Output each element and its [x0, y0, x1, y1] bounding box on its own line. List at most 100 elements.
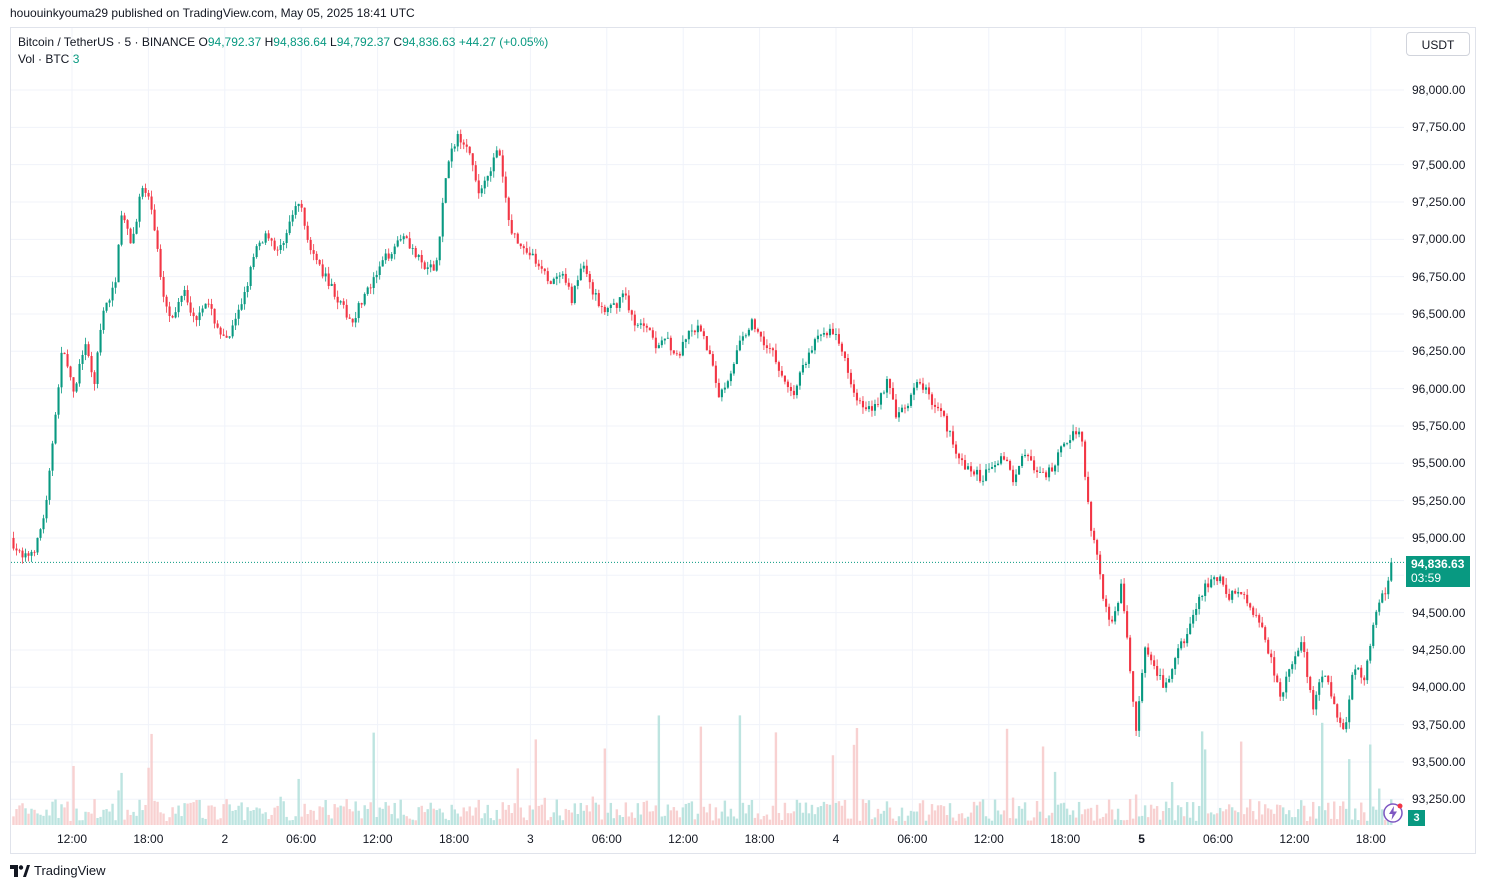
- volume-bar: [33, 809, 36, 825]
- candle-body: [1306, 651, 1309, 677]
- candle-body: [1378, 602, 1381, 612]
- candle-body: [834, 334, 837, 335]
- symbol-legend[interactable]: Bitcoin / TetherUS · 5 · BINANCE O94,792…: [18, 35, 548, 49]
- volume-bar: [381, 808, 384, 825]
- candle-body: [993, 465, 997, 468]
- volume-bar: [354, 801, 357, 825]
- volume-bar: [57, 817, 60, 825]
- volume-bar: [492, 820, 495, 825]
- candle-body: [597, 293, 600, 307]
- volume-bar: [192, 802, 195, 825]
- volume-bar: [237, 805, 240, 825]
- candle-body: [903, 407, 907, 409]
- volume-bar: [798, 802, 802, 825]
- volume-bar: [510, 813, 513, 825]
- candle-body: [207, 303, 210, 305]
- candle-body: [372, 277, 375, 289]
- candle-body: [153, 209, 156, 231]
- volume-bar: [654, 805, 658, 825]
- candle-body: [933, 404, 937, 407]
- price-tick-label: 96,500.00: [1412, 306, 1466, 321]
- candle-body: [333, 283, 336, 297]
- candle-body: [780, 370, 783, 376]
- candle-body: [447, 161, 450, 179]
- candle-body: [1210, 579, 1213, 588]
- volume-bar: [1059, 803, 1063, 825]
- candle-body: [1138, 701, 1141, 731]
- volume-bar: [1050, 812, 1054, 825]
- volume-bar: [108, 811, 111, 825]
- volume-bar: [999, 814, 1003, 825]
- candle-body: [1204, 583, 1207, 596]
- lightning-icon[interactable]: [1382, 802, 1404, 824]
- volume-bar: [555, 799, 558, 825]
- candle-body: [672, 350, 675, 354]
- volume-bar: [525, 820, 528, 825]
- candle-body: [747, 329, 750, 336]
- candle-body: [645, 325, 648, 328]
- candle-body: [1023, 454, 1027, 457]
- candle-body: [750, 319, 753, 330]
- candle-body: [201, 308, 204, 313]
- candle-body: [312, 250, 315, 254]
- volume-bar: [84, 811, 87, 825]
- bar-countdown: 03:59: [1411, 571, 1442, 585]
- volume-bar: [1155, 806, 1159, 825]
- candle-body: [849, 372, 853, 385]
- candle-body: [657, 345, 660, 349]
- candle-body: [441, 202, 444, 237]
- price-chart[interactable]: [11, 28, 1404, 826]
- candle-body: [375, 274, 378, 278]
- candle-body: [714, 365, 717, 383]
- volume-bar: [1209, 812, 1213, 825]
- volume-bar: [210, 805, 213, 825]
- price-tick-label: 95,250.00: [1412, 493, 1466, 508]
- candle-body: [87, 344, 90, 356]
- candle-body: [36, 537, 39, 553]
- candle-body: [678, 353, 681, 356]
- volume-bar: [960, 813, 964, 825]
- candle-body: [633, 314, 636, 326]
- candle-body: [1129, 637, 1132, 672]
- symbol-title[interactable]: Bitcoin / TetherUS · 5 · BINANCE: [18, 35, 196, 49]
- price-tick-label: 93,500.00: [1412, 754, 1466, 769]
- volume-bar: [795, 799, 799, 825]
- volume-bar: [624, 802, 628, 825]
- volume-bar: [1065, 808, 1069, 825]
- candle-body: [216, 323, 219, 328]
- candle-body: [294, 206, 297, 215]
- volume-bar: [810, 804, 814, 825]
- volume-bar: [171, 807, 174, 825]
- volume-bar: [951, 817, 955, 825]
- volume-bar: [1197, 805, 1201, 825]
- currency-button[interactable]: USDT: [1406, 32, 1470, 56]
- candle-body: [1195, 609, 1198, 615]
- volume-legend[interactable]: Vol · BTC 3: [18, 52, 79, 66]
- candle-body: [129, 228, 132, 244]
- volume-bar: [66, 801, 69, 825]
- candle-body: [723, 387, 726, 390]
- tradingview-logo[interactable]: TradingView: [10, 863, 106, 878]
- volume-bar: [207, 805, 210, 825]
- volume-bar: [735, 818, 739, 825]
- candle-body: [1054, 465, 1057, 472]
- candle-body: [81, 354, 84, 364]
- low-label: L: [330, 35, 337, 49]
- candle-body: [420, 254, 423, 263]
- candle-body: [930, 394, 934, 405]
- candle-body: [66, 354, 69, 367]
- candle-body: [882, 392, 886, 394]
- candle-body: [399, 239, 402, 241]
- candle-body: [384, 253, 387, 261]
- candle-body: [108, 300, 111, 303]
- candle-body: [936, 406, 940, 409]
- candle-body: [621, 293, 624, 298]
- candle-body: [246, 285, 249, 293]
- candle-body: [711, 354, 714, 366]
- candle-body: [1020, 456, 1024, 466]
- candle-body: [1300, 642, 1303, 651]
- candle-body: [738, 340, 741, 351]
- time-tick-label: 12:00: [362, 832, 393, 846]
- volume-bar: [756, 813, 760, 825]
- last-price: 94,836.63: [1411, 557, 1465, 571]
